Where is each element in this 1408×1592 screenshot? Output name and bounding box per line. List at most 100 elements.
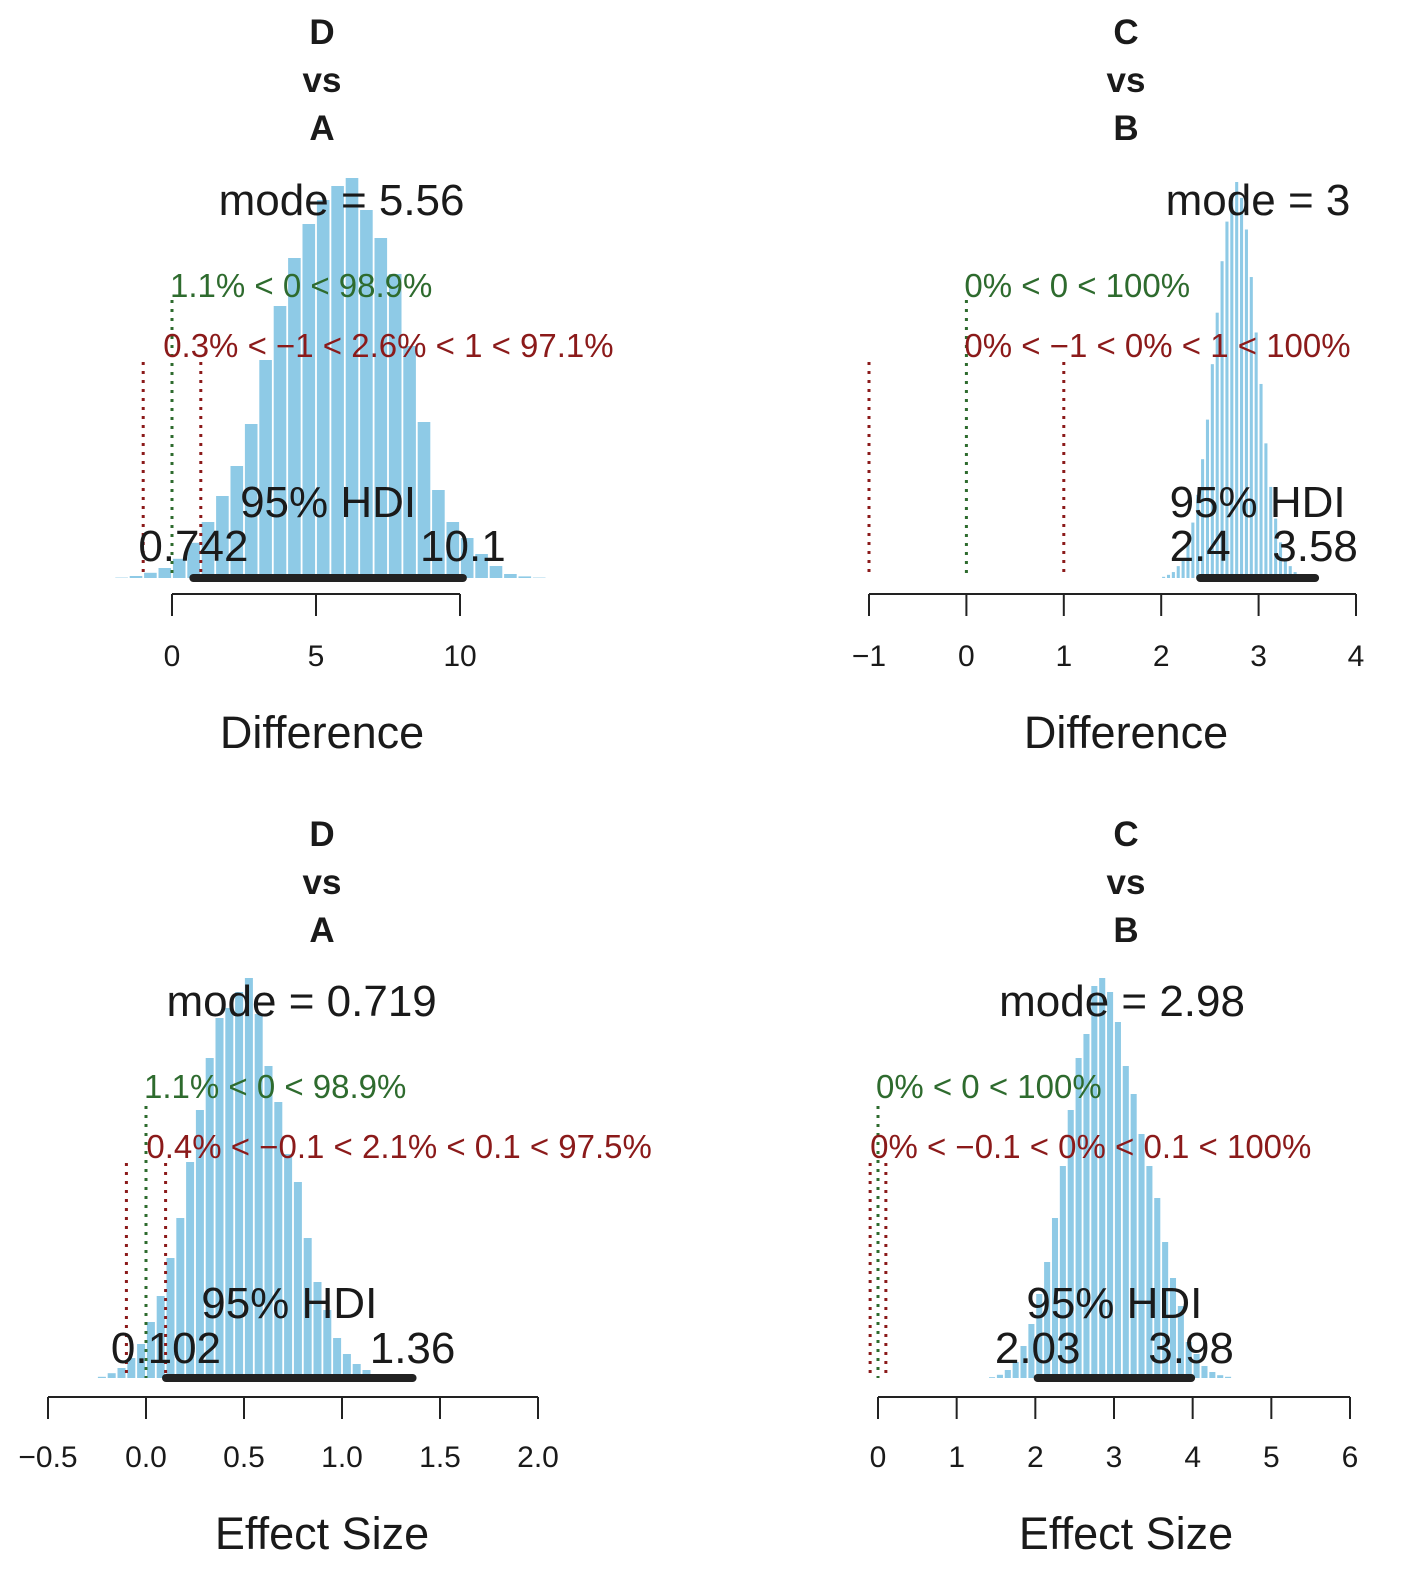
x-tick-label: 0 (870, 1441, 887, 1474)
hdi-label: 95% HDI (1170, 478, 1346, 527)
x-axis-label: Difference (220, 707, 424, 758)
histogram-bar (1122, 1066, 1129, 1378)
histogram-bar (313, 1282, 322, 1378)
x-tick-label: 5 (308, 640, 325, 673)
histogram-bar (1067, 1110, 1074, 1378)
histogram-bar (1249, 277, 1253, 578)
hdi-label: 95% HDI (240, 478, 416, 527)
histogram-bar (1264, 443, 1268, 578)
comparison-label: 1.1% < 0 < 98.9% (144, 1068, 406, 1105)
mode-label: mode = 2.98 (999, 977, 1245, 1026)
histogram-bar (97, 1376, 106, 1378)
rope-label: 0.4% < −0.1 < 2.1% < 0.1 < 97.5% (146, 1128, 651, 1165)
histogram-bar (127, 1358, 136, 1378)
x-tick-label: 3 (1250, 640, 1267, 673)
histogram-bar (235, 992, 244, 1378)
histogram-bar (1193, 1354, 1200, 1378)
panel-title-line: C (1113, 13, 1138, 52)
histogram-bar (1169, 1278, 1177, 1378)
histogram-bar (1114, 1022, 1121, 1378)
histogram-bar (117, 1368, 126, 1378)
histogram-bar (1075, 1058, 1082, 1378)
histogram-bar (1220, 261, 1224, 578)
histogram-bar (360, 210, 373, 578)
histogram-bar (244, 978, 253, 1378)
histogram-bar (417, 422, 431, 578)
rope-label: 0.3% < −1 < 2.6% < 1 < 97.1% (163, 327, 613, 364)
histogram-bar (1283, 558, 1287, 578)
x-tick-label: −1 (852, 640, 886, 673)
histogram-bar (264, 1066, 273, 1378)
panel-title-line: vs (1107, 61, 1146, 100)
histogram-bar (518, 576, 532, 578)
histogram-bar (1217, 1375, 1224, 1378)
rope-label: 0% < −0.1 < 0% < 0.1 < 100% (870, 1128, 1311, 1165)
histogram-bar (1171, 572, 1175, 578)
histogram-bar (1230, 197, 1234, 578)
histogram-bar (403, 346, 416, 578)
panel-title-line: A (309, 911, 334, 950)
histogram-bar (201, 522, 215, 578)
histogram-bar (323, 1310, 332, 1378)
x-axis-label: Difference (1024, 707, 1228, 758)
histogram-bar (303, 1238, 312, 1378)
histogram-bar (1028, 1324, 1035, 1378)
x-tick-label: 2 (1153, 640, 1170, 673)
x-tick-label: 1.5 (419, 1441, 461, 1474)
x-tick-label: 5 (1263, 1441, 1280, 1474)
histogram-bar (345, 178, 359, 578)
histogram-bar (1235, 182, 1239, 578)
histogram-bar (273, 306, 287, 578)
x-tick-label: 1 (948, 1441, 965, 1474)
histogram-bar (186, 1162, 195, 1378)
histogram-bar (216, 496, 229, 578)
hdi-label: 95% HDI (1026, 1279, 1202, 1328)
hdi-lower-label: 0.742 (138, 522, 248, 571)
panel-title-line: B (1113, 911, 1138, 950)
x-tick-label: 0 (164, 640, 181, 673)
histogram-bar (1091, 986, 1098, 1378)
histogram-bar (1146, 1166, 1153, 1378)
mode-label: mode = 0.719 (166, 977, 436, 1026)
x-tick-label: 6 (1342, 1441, 1359, 1474)
histogram-bar (1225, 221, 1229, 578)
mode-label: mode = 3 (1166, 176, 1351, 225)
histogram-bar (195, 1110, 204, 1378)
x-tick-label: 4 (1184, 1441, 1201, 1474)
x-axis-label: Effect Size (1019, 1508, 1233, 1559)
histogram-bar (504, 574, 517, 578)
rope-label: 0% < −1 < 0% < 1 < 100% (964, 327, 1350, 364)
comparison-label: 1.1% < 0 < 98.9% (170, 267, 432, 304)
hdi-lower-label: 0.102 (111, 1324, 221, 1373)
histogram-bar (156, 1296, 165, 1378)
histogram-bar (388, 274, 402, 578)
histogram-bar (259, 360, 272, 578)
x-tick-label: 1.0 (321, 1441, 363, 1474)
comparison-label: 0% < 0 < 100% (964, 267, 1190, 304)
histogram-bar (1196, 494, 1200, 578)
histogram-bar (1186, 544, 1190, 578)
hdi-upper-label: 1.36 (370, 1324, 456, 1373)
histogram-bar (996, 1374, 1003, 1378)
histogram-bar (1259, 383, 1263, 578)
histogram-bar (1225, 1376, 1232, 1378)
hdi-lower-label: 2.4 (1170, 522, 1231, 571)
histogram-bar (1240, 197, 1244, 578)
histogram-bar (1059, 1166, 1066, 1378)
histogram-bar (374, 238, 388, 578)
histogram-bar (172, 558, 186, 578)
histogram-bar (274, 1102, 283, 1378)
histogram-bar (1099, 978, 1106, 1378)
histogram-bar (302, 224, 316, 578)
histogram-bar (1201, 1366, 1208, 1378)
histogram-bar (333, 1338, 342, 1378)
histogram-bar (460, 538, 474, 578)
hdi-upper-label: 3.58 (1272, 522, 1358, 571)
histogram-bar (144, 572, 157, 578)
panel-title-line: D (309, 13, 334, 52)
histogram-bar (489, 566, 503, 578)
histogram-bar (1176, 566, 1180, 578)
histogram-bar (1215, 312, 1219, 578)
histogram-bar (1244, 229, 1248, 578)
